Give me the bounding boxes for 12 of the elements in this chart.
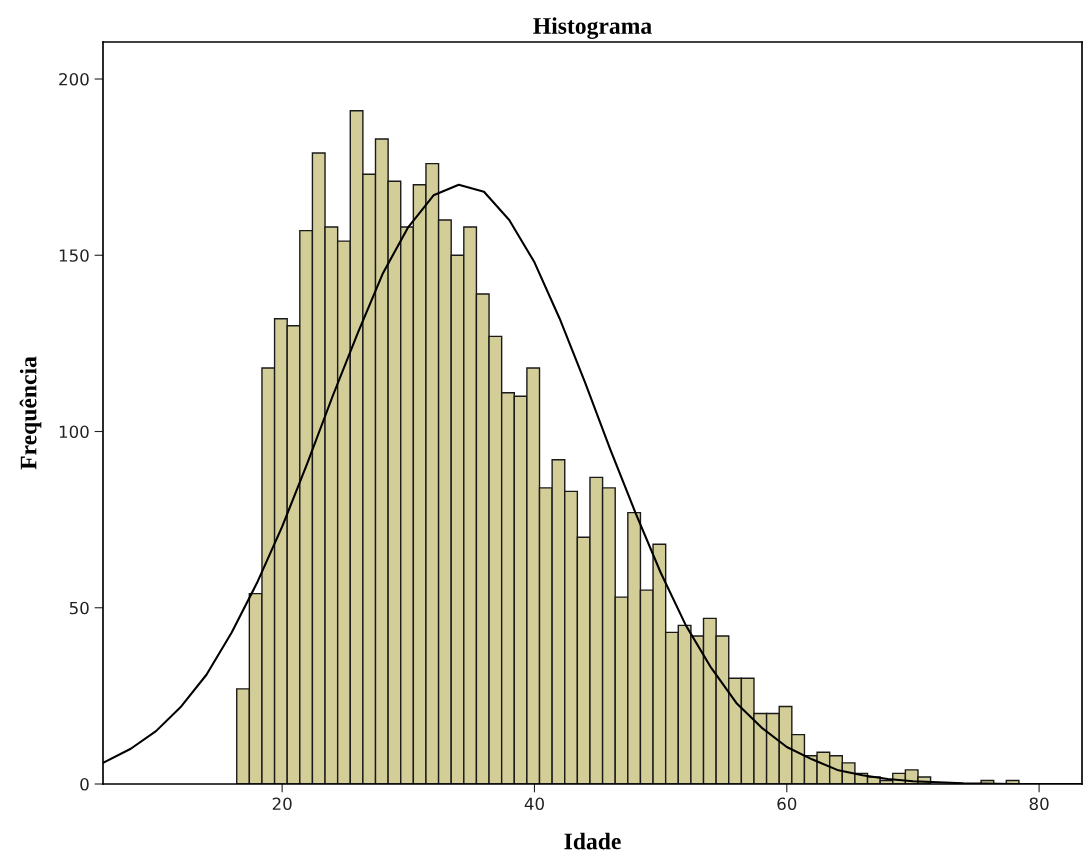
y-axis-title: Frequência	[19, 356, 42, 470]
x-tick-label: 80	[1029, 797, 1049, 811]
y-tick-label: 50	[69, 601, 89, 615]
x-axis-title: Idade	[564, 832, 621, 850]
x-tick-label: 60	[777, 797, 797, 811]
x-tick-label: 40	[524, 797, 544, 811]
y-tick-label: 200	[59, 72, 89, 86]
chart-title: Histograma	[533, 17, 652, 39]
x-tick-label: 20	[272, 797, 292, 811]
y-tick-label: 100	[59, 425, 89, 439]
y-tick-label: 150	[59, 249, 89, 262]
y-tick-label: 0	[80, 777, 89, 791]
